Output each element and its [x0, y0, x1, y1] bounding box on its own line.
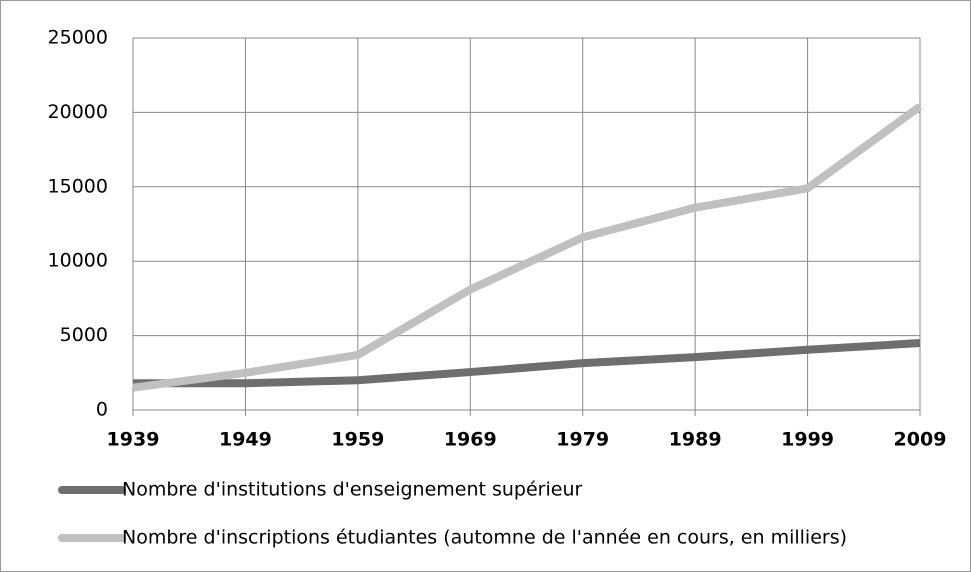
y-tick-label: 0 [96, 399, 108, 421]
x-tick-label: 1969 [444, 429, 497, 451]
x-tick-label: 1979 [556, 429, 609, 451]
x-tick-label: 1999 [781, 429, 834, 451]
legend-label: Nombre d'inscriptions étudiantes (automn… [122, 527, 847, 549]
legend-label: Nombre d'institutions d'enseignement sup… [122, 479, 583, 501]
x-tick-label: 1989 [669, 429, 722, 451]
y-tick-label: 25000 [48, 27, 108, 49]
y-tick-label: 10000 [48, 250, 108, 272]
x-tick-label: 1949 [219, 429, 272, 451]
y-tick-label: 20000 [48, 101, 108, 123]
series-line [133, 339, 921, 388]
x-tick-label: 1939 [107, 429, 160, 451]
y-tick-label: 5000 [60, 324, 108, 346]
series-line [132, 103, 923, 392]
x-tick-label: 2009 [894, 429, 947, 451]
x-tick-label: 1959 [331, 429, 384, 451]
y-tick-label: 15000 [48, 175, 108, 197]
